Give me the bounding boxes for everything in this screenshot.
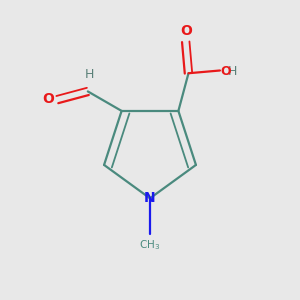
- Text: O: O: [43, 92, 54, 106]
- Text: O: O: [181, 24, 192, 38]
- Text: H: H: [227, 65, 237, 78]
- Text: O: O: [221, 65, 231, 78]
- Text: $\mathregular{CH_3}$: $\mathregular{CH_3}$: [140, 238, 160, 252]
- Text: N: N: [144, 191, 156, 205]
- Text: H: H: [85, 68, 94, 81]
